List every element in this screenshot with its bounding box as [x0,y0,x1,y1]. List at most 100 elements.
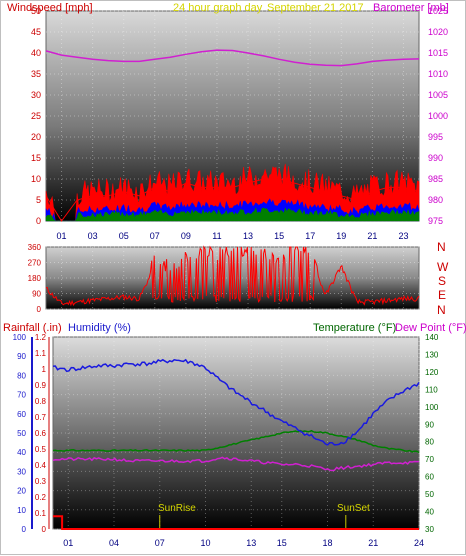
temp-tick-label: 90 [425,420,434,429]
hour-tick-label: 15 [274,231,284,241]
hour-tick-label: 07 [150,231,160,241]
rain-tick-label: 1.1 [35,349,47,358]
temp-panel-plot [52,336,420,530]
windspeed-low-series [45,207,420,222]
rain-tick-label: 0.1 [35,509,47,518]
sunrise-marker: SunRise [158,503,196,528]
hour-tick-label: 09 [181,231,191,241]
baro-tick-label: 975 [428,216,443,226]
sunset-label: SunSet [337,503,370,514]
windspeed-series-line [45,178,420,222]
temp-tick-label: 140 [425,333,439,342]
wind-tick-label: 10 [31,174,41,184]
hour-tick-label: 03 [88,231,98,241]
rain-tick-label: 0.6 [35,429,47,438]
hour-tick-label: 21 [367,231,377,241]
baro-tick-label: 1010 [428,69,448,79]
baro-tick-label: 990 [428,153,443,163]
direction-panel-ticks: 0 90 180 270 360 [28,243,42,314]
wind-panel-grid [46,10,419,222]
hour-tick-label-bottom: 13 [246,538,256,548]
wind-tick-label: 5 [36,195,41,205]
rain-tick-label: 1.2 [35,333,47,342]
direction-panel-series [45,245,420,307]
hour-tick-label: 11 [212,231,221,241]
hour-tick-label-bottom: 10 [200,538,210,548]
barometer-axis-title: Barometer [mb] [373,2,449,14]
temp-tick-label: 120 [425,368,439,377]
humidity-tick-label: 20 [17,487,26,496]
wind-panel-series [45,49,420,222]
rainfall-series-line [53,515,419,530]
hour-tick-label: 19 [336,231,346,241]
rain-tick-label: 0.8 [35,397,47,406]
temperature-axis-title: Temperature (°F) [313,322,396,334]
humidity-tick-label: 30 [17,467,26,476]
humidity-tick-label: 0 [22,525,27,534]
hour-tick-label-bottom: 24 [414,538,424,548]
humidity-tick-label: 80 [17,371,26,380]
direction-tick-label: 270 [28,259,42,268]
windspeed-gust-series [45,163,420,222]
rain-tick-label: 0.5 [35,445,47,454]
temp-tick-label: 30 [425,525,434,534]
temp-tick-label: 60 [425,473,434,482]
windspeed-axis-title: Windspeed [mph] [7,2,93,14]
temperature-series-line [52,429,420,454]
rain-tick-label: 0.9 [35,381,47,390]
temp-tick-label: 100 [425,403,439,412]
baro-tick-label: 1005 [428,90,448,100]
rain-tick-label: 0.2 [35,493,47,502]
sunrise-label: SunRise [158,503,196,514]
wind-tick-label: 50 [31,6,41,16]
hour-tick-label: 23 [398,231,408,241]
humidity-tick-label: 40 [17,448,26,457]
direction-tick-label: 360 [28,243,42,252]
humidity-tick-label: 50 [17,429,26,438]
baro-tick-label: 980 [428,195,443,205]
wind-tick-label: 45 [31,27,41,37]
period-label: 24 hour graph day [173,2,263,14]
temp-tick-label: 40 [425,508,434,517]
temp-tick-label: 130 [425,350,439,359]
wind-tick-label: 15 [31,153,41,163]
wind-tick-label: 0 [36,216,41,226]
temp-panel-ticks: 010203040506070809010000.10.20.30.40.50.… [13,333,439,548]
sunset-marker: SunSet [337,503,370,528]
hour-tick-label: 01 [57,231,67,241]
temp-tick-label: 80 [425,438,434,447]
humidity-tick-label: 10 [17,506,26,515]
hour-tick-label: 05 [119,231,129,241]
hour-tick-label: 13 [243,231,253,241]
compass-label-w: W [437,260,449,274]
compass-top-label: N [437,240,446,254]
wind-tick-label: 20 [31,132,41,142]
hour-tick-label-bottom: 01 [63,538,73,548]
direction-tick-label: 0 [37,305,42,314]
temp-tick-label: 70 [425,455,434,464]
rainfall-axis-title: Rainfall (.in) [3,322,62,334]
humidity-tick-label: 90 [17,352,26,361]
baro-tick-label: 1025 [428,6,448,16]
temp-tick-label: 50 [425,490,434,499]
direction-tick-label: 180 [28,274,42,283]
compass-label-n: N [437,303,446,317]
dewpoint-axis-title: Dew Point (°F) [395,322,466,334]
baro-tick-label: 995 [428,132,443,142]
temp-tick-label: 110 [425,385,438,394]
hour-tick-label: 17 [305,231,315,241]
baro-tick-label: 1020 [428,27,448,37]
rain-tick-label: 0 [42,525,47,534]
barometer-series-line [45,49,420,67]
rain-tick-label: 0.4 [35,461,47,470]
wind-direction-series [45,245,420,307]
hour-tick-label-bottom: 07 [155,538,165,548]
baro-tick-label: 1000 [428,111,448,121]
humidity-axis-title: Humidity (%) [68,322,131,334]
wind-panel-ticks: 0510152025303540455097598098599099510001… [31,6,448,241]
baro-tick-label: 985 [428,174,443,184]
hour-tick-label-bottom: 04 [109,538,119,548]
temp-panel-series [52,358,420,530]
